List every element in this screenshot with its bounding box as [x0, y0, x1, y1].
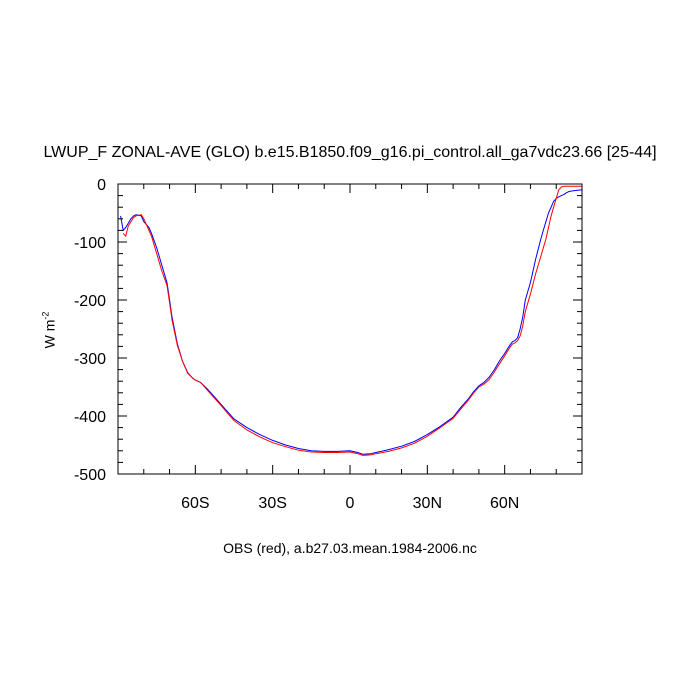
series-line-1 [120, 189, 583, 455]
x-axis-caption: OBS (red), a.b27.03.mean.1984-2006.nc [223, 540, 477, 556]
axis-layer: 60S 30S 0 30N 60N 0 -100 -200 -300 -400 -500 [74, 177, 583, 512]
y-tick-label: -300 [74, 351, 106, 368]
y-tick-label: -200 [74, 293, 106, 310]
x-tick-label: 30N [413, 495, 442, 512]
x-tick-label: 0 [346, 495, 355, 512]
y-tick-label: -100 [74, 235, 106, 252]
y-tick-label: -400 [74, 409, 106, 426]
series-line-2 [122, 185, 582, 456]
x-tick-label: 60S [181, 495, 209, 512]
x-tick-label: 30S [258, 495, 286, 512]
plot-frame [117, 183, 583, 475]
y-tick-label: 0 [97, 177, 106, 194]
series-layer [120, 185, 583, 456]
y-tick-label: -500 [74, 467, 106, 484]
x-tick-label: 60N [490, 495, 519, 512]
chart-title: LWUP_F ZONAL-AVE (GLO) b.e15.B1850.f09_g… [43, 144, 657, 161]
